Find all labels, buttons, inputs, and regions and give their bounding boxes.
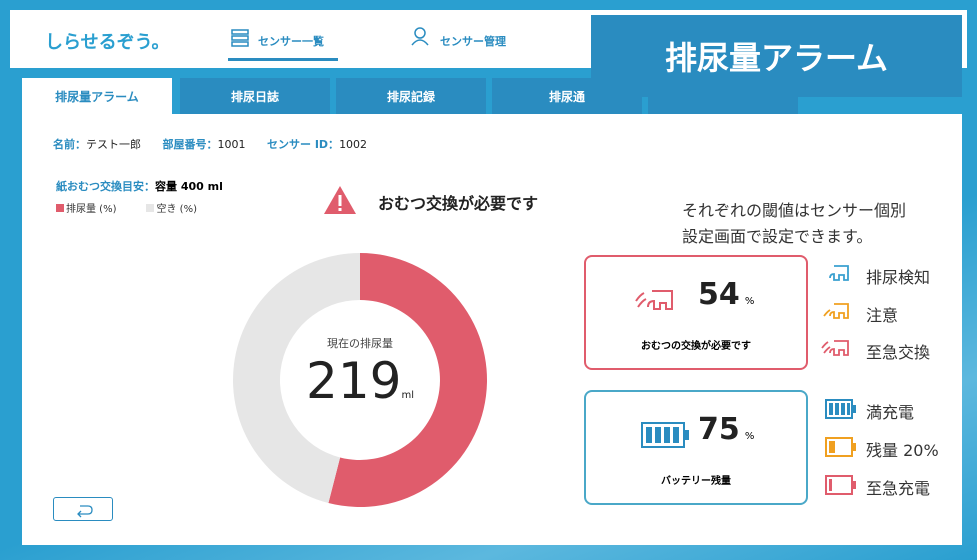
- tab-label: 排尿通: [548, 89, 585, 104]
- note: それぞれの閾値はセンサー個別 設定画面で設定できます。: [682, 198, 906, 250]
- value: テスト一郎: [86, 138, 141, 151]
- legend-swatch: [146, 204, 155, 212]
- legend-icons: [821, 265, 856, 495]
- battery-label: バッテリー残量: [661, 476, 731, 487]
- amount: 219: [306, 352, 402, 410]
- unit: %: [744, 296, 755, 307]
- donut-center-label: 現在の排尿量: [327, 337, 393, 350]
- unit: ml: [401, 390, 414, 401]
- tab[interactable]: 排尿量アラーム: [22, 78, 172, 114]
- donut-chart: [233, 253, 488, 507]
- tab-label: 排尿日誌: [230, 89, 279, 104]
- elephant-icon: [635, 290, 673, 310]
- donut-slice: [328, 253, 488, 507]
- value: 54: [698, 277, 740, 312]
- legend-item: 排尿量 (%): [56, 204, 116, 215]
- nav-item[interactable]: センサー管理: [440, 35, 506, 48]
- urine-card: 54 % おむつの交換が必要です: [584, 255, 808, 370]
- alert: おむつ交換が必要です: [378, 194, 539, 213]
- legend-label: 排尿検知: [866, 268, 931, 287]
- list-icon: [231, 29, 249, 47]
- page-title: 排尿量アラーム: [591, 15, 962, 97]
- legend-label: 残量 20%: [866, 441, 939, 460]
- urine-label: おむつの交換が必要です: [641, 341, 751, 352]
- donut-amount: 219ml: [300, 352, 420, 410]
- legend-label: 至急交換: [866, 343, 931, 362]
- tab[interactable]: 排尿記録: [336, 78, 486, 114]
- value: 1001: [217, 138, 246, 151]
- label: 紙おむつ交換目安：: [56, 180, 155, 193]
- legend-label: 満充電: [866, 403, 915, 422]
- note-line: 設定画面で設定できます。: [682, 227, 873, 246]
- battery-value: 75 %: [698, 412, 754, 447]
- user-icon: [411, 27, 429, 46]
- legend-item: 空き (%): [146, 204, 197, 215]
- legend-swatch: [56, 204, 64, 212]
- capacity: 紙おむつ交換目安：容量 400 ml: [56, 178, 223, 194]
- battery-card: 75 % バッテリー残量: [584, 390, 808, 505]
- tab-label: 排尿量アラーム: [55, 89, 139, 104]
- legend: 排尿量 (%) 空き (%): [56, 200, 227, 215]
- back-icon: [77, 505, 93, 518]
- nav-underline: [228, 58, 338, 61]
- page-title-text: 排尿量アラーム: [664, 39, 889, 77]
- label: 部屋番号：: [162, 138, 218, 151]
- label: センサー ID：: [267, 138, 340, 151]
- value: 容量 400 ml: [155, 180, 223, 193]
- tab-label: 排尿記録: [386, 89, 435, 104]
- logo[interactable]: しらせるぞう。: [45, 32, 170, 53]
- nav-item[interactable]: センサー一覧: [258, 35, 324, 48]
- legend-label: 注意: [866, 306, 899, 325]
- legend-text: 排尿量 (%): [66, 204, 117, 215]
- note-line: それぞれの閾値はセンサー個別: [682, 201, 907, 220]
- info-row: 名前：テスト一郎 部屋番号：1001 センサー ID：1002: [53, 136, 367, 152]
- battery-icon: [641, 422, 689, 448]
- warning-icon: [324, 186, 356, 214]
- tab[interactable]: 排尿日誌: [180, 78, 330, 114]
- donut-slice: [233, 253, 360, 504]
- value: 75: [698, 412, 740, 447]
- value: 1002: [339, 138, 368, 151]
- label: 名前：: [53, 138, 86, 151]
- legend-label: 至急充電: [866, 479, 931, 498]
- urine-value: 54 %: [698, 277, 754, 312]
- legend-text: 空き (%): [156, 204, 197, 215]
- unit: %: [744, 431, 755, 442]
- back-button[interactable]: [53, 497, 113, 521]
